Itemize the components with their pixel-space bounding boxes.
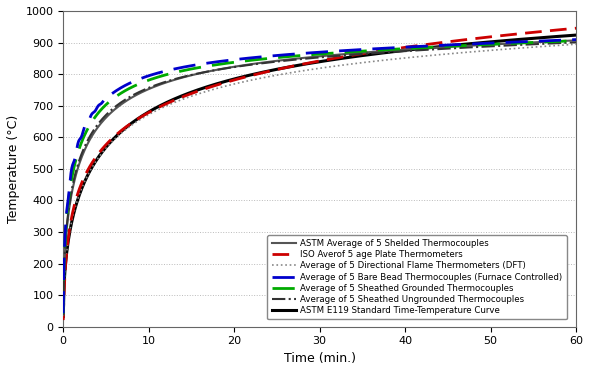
Legend: ASTM Average of 5 Shelded Thermocouples, ISO Averof 5 age Plate Thermometers, Av: ASTM Average of 5 Shelded Thermocouples,… [267,235,566,319]
X-axis label: Time (min.): Time (min.) [284,352,356,365]
Y-axis label: Temperature (°C): Temperature (°C) [7,115,20,223]
